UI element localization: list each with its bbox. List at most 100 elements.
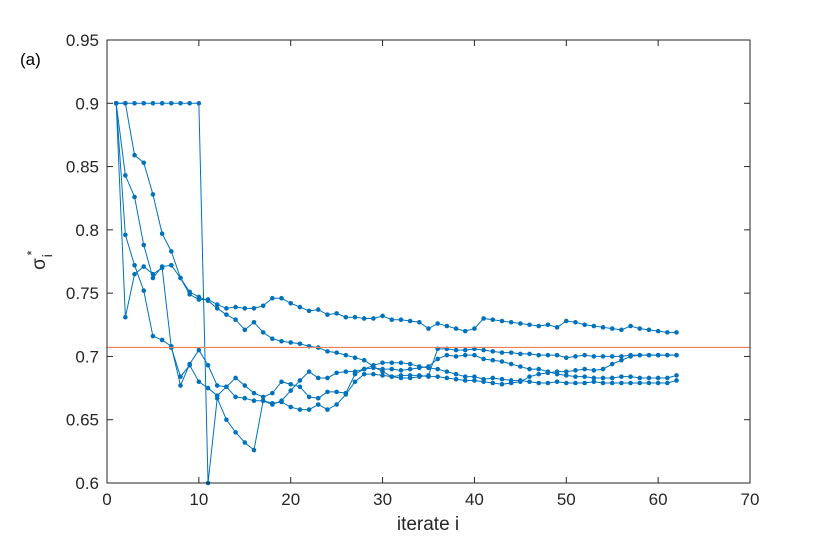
series-4-point [435,366,440,372]
series-1-point [361,371,367,377]
series-3-point [582,322,587,328]
series-5-point [462,352,468,358]
y-tick-label: 0.7 [75,347,99,366]
series-group [113,100,679,486]
series-5-point [600,375,606,381]
series-3-point [637,326,643,331]
series-4-point [545,380,551,386]
series-3-point [178,275,183,281]
series-1-point [453,376,459,382]
series-5-point [637,375,643,381]
series-5-point [205,362,211,368]
series-5-point [251,398,257,404]
y-tick-label: 0.85 [66,158,99,177]
series-4-point [150,271,156,277]
series-5-point [389,366,395,372]
series-2-point [407,375,413,381]
series-3-point [297,304,303,310]
series-5-point [214,383,220,388]
plot-background [107,40,750,483]
series-1-point [573,368,578,373]
series-3-point [527,322,532,328]
series-2-point [499,350,505,355]
series-5-point [233,394,238,400]
series-3-point [674,330,679,335]
series-5-point [619,374,624,379]
series-2-point [260,330,266,335]
series-5-point [380,366,385,372]
y-axis-ticks: 0.6 0.65 0.7 0.75 0.8 0.85 0.9 0.95 [66,31,750,493]
series-2-point [462,347,468,353]
series-4-point [196,379,202,385]
series-1-point [251,447,257,453]
series-5-point [609,375,615,381]
series-5-point [536,366,542,372]
series-3-point [554,325,560,330]
series-4-point [527,379,532,385]
series-3-point [380,313,385,319]
series-5-point [398,368,404,373]
series-4-point [306,394,312,400]
series-3-point [426,326,431,331]
series-4-point [288,381,294,387]
series-5-point [582,374,587,379]
series-3-point [123,173,128,178]
series-3-point [315,307,321,312]
plot-frame [106,39,751,484]
series-2-point [554,352,560,358]
series-1-point [224,417,229,423]
series-2-point [279,338,284,344]
series-2-point [297,341,303,347]
series-3-point [481,316,486,321]
series-2-point [591,354,597,359]
series-5-point [453,354,459,359]
series-5-point [481,356,486,362]
series-4-point [334,389,339,395]
series-2-point [545,352,551,358]
series-5-point [352,369,358,374]
series-5-point [554,371,560,377]
series-4-point [481,376,486,382]
series-1-point [536,371,542,377]
series-5-point [196,347,202,353]
series-3-point [352,314,358,320]
series-3-point [609,326,615,331]
series-3-point [132,194,137,200]
series-1-point [619,357,624,363]
series-5-point [343,369,349,374]
x-tick-label: 20 [281,490,300,509]
y-axis-label: σi * [24,250,55,269]
series-4-point [499,376,505,382]
series-2-point [453,347,459,353]
series-1-point [444,375,450,381]
series-4-point [141,264,147,269]
series-1-point [306,407,312,412]
series-2-point [361,357,367,363]
series-1-point [297,407,303,412]
series-3-point [518,321,523,326]
series-5-point [334,370,339,376]
series-5-point [591,375,597,381]
series-4-point [205,385,211,391]
series-1-point [563,369,569,374]
series-5-point [113,100,119,106]
x-tick-label: 10 [189,490,208,509]
series-4-point [389,360,395,366]
series-2-point [132,152,137,158]
series-1-point [325,407,330,412]
series-4-point [260,394,266,400]
series-5-point [123,232,128,238]
series-5-point [426,364,431,369]
series-3-point [205,297,211,302]
series-2-point [334,350,339,355]
series-1-point [150,100,156,106]
series-2-point [518,351,523,357]
series-3-point [472,326,477,331]
series-4-point [444,369,450,374]
series-1-point [187,100,192,106]
series-3-point [417,319,422,325]
series-2-point [242,327,248,333]
series-4-point [591,379,597,385]
series-3-point [224,306,229,311]
series-1-point [141,100,147,106]
